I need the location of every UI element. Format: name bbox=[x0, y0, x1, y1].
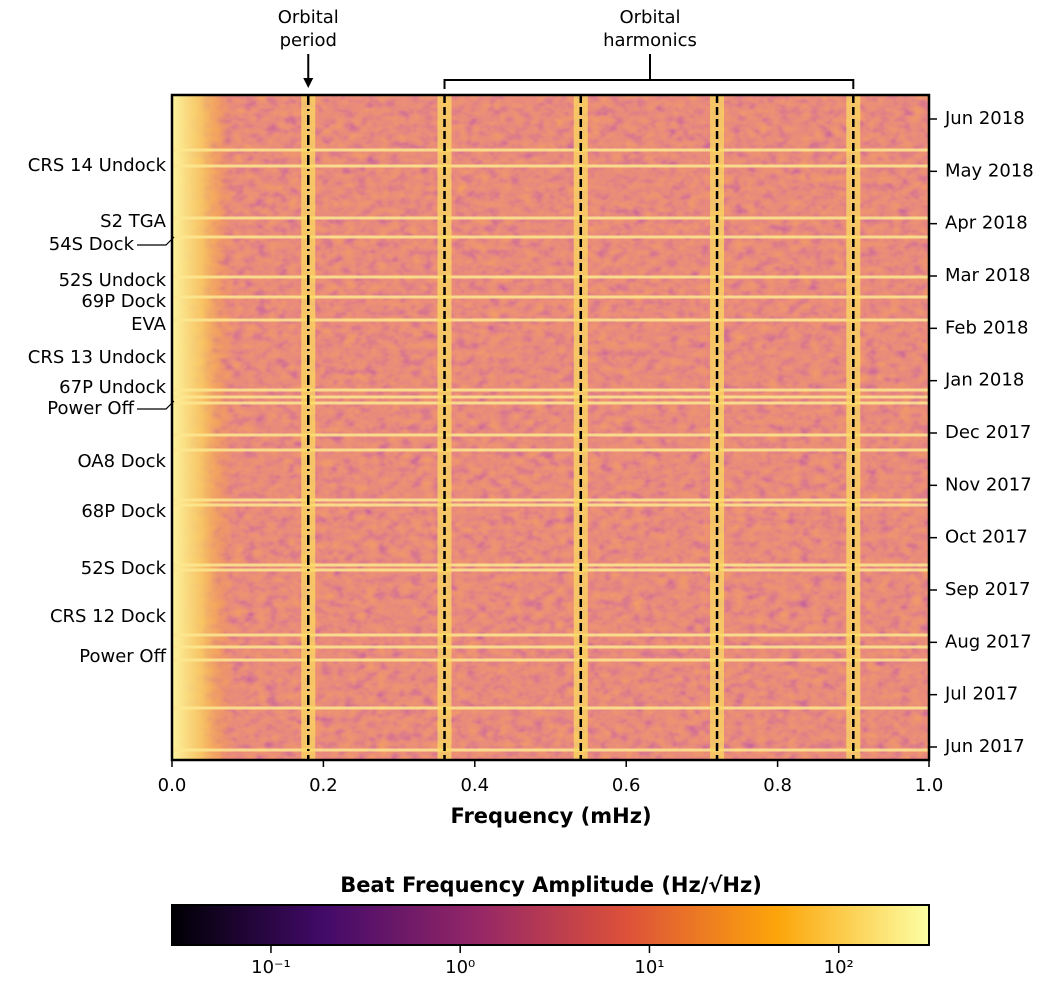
plot-frame bbox=[170, 93, 931, 762]
x-axis-label: Frequency (mHz) bbox=[450, 804, 651, 828]
event-label: OA8 Dock bbox=[77, 451, 166, 472]
annotation: period bbox=[280, 30, 337, 51]
event-leader bbox=[137, 400, 175, 410]
y-tick-label: Jun 2018 bbox=[944, 108, 1025, 129]
event-streak bbox=[172, 433, 929, 437]
event-streak bbox=[172, 164, 929, 168]
annotation: Orbital bbox=[278, 7, 339, 28]
annotation: harmonics bbox=[603, 30, 697, 51]
x-tick-label: 0.2 bbox=[309, 775, 338, 796]
y-tick-label: Sep 2017 bbox=[945, 579, 1030, 600]
y-tick-label: Jan 2018 bbox=[944, 370, 1024, 391]
y-tick-label: Jul 2017 bbox=[944, 684, 1018, 705]
harmonic-band bbox=[846, 95, 861, 760]
event-streak bbox=[172, 645, 929, 649]
event-streak bbox=[172, 401, 929, 405]
event-streak bbox=[172, 748, 929, 752]
event-label: 67P Undock bbox=[59, 377, 166, 398]
event-streak bbox=[172, 275, 929, 279]
colorbar-tick-label: 10¹ bbox=[634, 957, 664, 978]
event-label: CRS 14 Undock bbox=[28, 155, 167, 176]
event-streak bbox=[172, 235, 929, 239]
annotation-bracket bbox=[443, 54, 855, 89]
event-leader bbox=[137, 236, 175, 246]
y-tick-label: Nov 2017 bbox=[945, 474, 1032, 495]
event-streak bbox=[172, 568, 929, 572]
event-streak bbox=[172, 706, 929, 710]
colorbar bbox=[171, 904, 930, 946]
harmonic-band bbox=[573, 95, 588, 760]
colorbar-tick-label: 10⁻¹ bbox=[251, 957, 291, 978]
event-streak bbox=[172, 148, 929, 152]
colorbar-title: Beat Frequency Amplitude (Hz/√Hz) bbox=[340, 873, 762, 897]
event-streak bbox=[172, 633, 929, 637]
y-tick-label: Aug 2017 bbox=[945, 631, 1032, 652]
event-streak bbox=[172, 388, 929, 392]
event-streak bbox=[172, 395, 929, 399]
x-tick-label: 0.8 bbox=[763, 775, 792, 796]
event-streak bbox=[172, 498, 929, 502]
event-label: 54S Dock bbox=[49, 234, 135, 255]
x-tick-label: 0.4 bbox=[460, 775, 489, 796]
event-label: CRS 12 Dock bbox=[50, 606, 167, 627]
event-label: CRS 13 Undock bbox=[28, 347, 167, 368]
x-tick-label: 0.0 bbox=[158, 775, 187, 796]
event-streak bbox=[172, 295, 929, 299]
y-tick-label: Oct 2017 bbox=[945, 527, 1028, 548]
event-streak bbox=[172, 503, 929, 507]
colorbar-tick-label: 10² bbox=[824, 957, 854, 978]
event-label: EVA bbox=[131, 314, 167, 335]
x-tick-label: 1.0 bbox=[915, 775, 944, 796]
event-streak bbox=[172, 448, 929, 452]
annotation-arrowhead bbox=[303, 78, 314, 88]
event-streak bbox=[172, 216, 929, 220]
x-tick-label: 0.6 bbox=[612, 775, 641, 796]
event-label: 52S Undock bbox=[59, 270, 167, 291]
low-frequency-band bbox=[172, 95, 232, 760]
event-streak bbox=[172, 563, 929, 567]
event-label: 69P Dock bbox=[81, 291, 166, 312]
y-tick-label: Dec 2017 bbox=[945, 422, 1031, 443]
event-label: S2 TGA bbox=[100, 211, 167, 232]
y-tick-label: Jun 2017 bbox=[944, 736, 1025, 757]
heatmap-texture bbox=[172, 95, 929, 760]
event-label: Power Off bbox=[79, 646, 166, 667]
event-label: Power Off bbox=[47, 398, 134, 419]
event-label: 68P Dock bbox=[81, 501, 166, 522]
harmonic-band bbox=[710, 95, 725, 760]
event-label: 52S Dock bbox=[81, 558, 167, 579]
event-streak bbox=[172, 318, 929, 322]
y-tick-label: Mar 2018 bbox=[945, 265, 1031, 286]
harmonic-band bbox=[437, 95, 452, 760]
y-tick-label: May 2018 bbox=[945, 160, 1034, 181]
harmonic-band bbox=[301, 95, 316, 760]
heatmap bbox=[172, 95, 929, 760]
colorbar-tick-label: 10⁰ bbox=[445, 957, 475, 978]
y-tick-label: Feb 2018 bbox=[945, 317, 1028, 338]
annotation: Orbital bbox=[619, 7, 680, 28]
y-tick-label: Apr 2018 bbox=[945, 213, 1028, 234]
event-streak bbox=[172, 658, 929, 662]
